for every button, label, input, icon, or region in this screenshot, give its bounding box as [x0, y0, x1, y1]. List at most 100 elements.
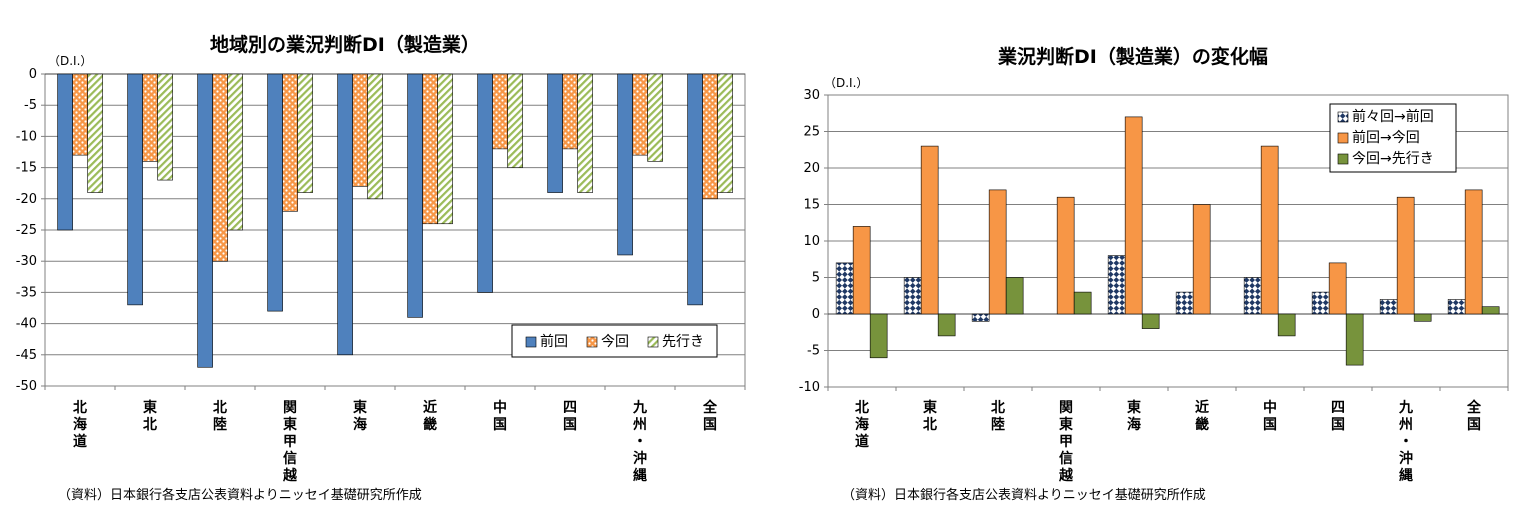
source-note: （資料）日本銀行各支店公表資料よりニッセイ基礎研究所作成 [58, 488, 422, 503]
y-tick-label: 15 [803, 198, 820, 213]
x-tick-label-char: 四 [563, 400, 577, 416]
legend [511, 324, 718, 358]
x-tick-label-char: 海 [1127, 416, 1141, 433]
bar-先行き-全国 [717, 73, 733, 193]
bar-今回-北海道 [72, 73, 88, 156]
x-tick-label-char: 東 [923, 399, 937, 416]
bar-前々回→前回-四国 [1311, 291, 1330, 315]
bar-今回→先行き-中国 [1277, 313, 1296, 337]
x-tick-label-char: 東 [143, 399, 157, 416]
bar-先行き-関東甲信越 [297, 73, 313, 193]
x-tick-label-char: 陸 [213, 416, 227, 433]
bar-前回→今回-関東甲信越 [1056, 196, 1075, 315]
y-tick-label: 25 [803, 125, 820, 140]
x-tick-label-char: 甲 [1059, 434, 1073, 450]
bar-今回-東北 [142, 73, 158, 162]
x-tick-label-char: 関 [283, 400, 297, 416]
bar-前回→今回-近畿 [1192, 204, 1211, 315]
x-tick-label-char: 海 [855, 416, 869, 433]
x-tick-label-char: 東 [1059, 416, 1073, 433]
x-tick-label-char: 国 [703, 417, 717, 433]
bar-今回-九州・沖縄 [632, 73, 648, 156]
bar-先行き-四国 [577, 73, 593, 193]
y-tick-label: -5 [807, 344, 820, 359]
bar-今回→先行き-九州・沖縄 [1413, 313, 1432, 322]
x-tick-label-char: 九 [632, 400, 647, 416]
bar-今回→先行き-関東甲信越 [1073, 291, 1092, 315]
legend-label: 前々回→前回 [1352, 108, 1434, 125]
x-tick-label-char: 中 [1263, 399, 1277, 416]
bar-先行き-北海道 [87, 73, 103, 193]
x-tick-label-char: 海 [73, 416, 87, 433]
x-tick-label-char: 国 [1331, 417, 1345, 433]
bar-前回→今回-中国 [1260, 145, 1279, 315]
bar-先行き-九州・沖縄 [647, 73, 663, 162]
bar-今回-北陸 [212, 73, 228, 262]
x-tick-label-char: 九 [1398, 400, 1413, 416]
bar-前回-東海 [337, 73, 353, 356]
x-tick-label-char: 道 [855, 433, 869, 450]
bar-前回→今回-北海道 [852, 226, 871, 315]
y-tick-label: 5 [812, 271, 820, 286]
x-tick-label-char: 畿 [1195, 416, 1209, 433]
bar-先行き-北陸 [227, 73, 243, 231]
bar-今回→先行き-四国 [1345, 313, 1364, 366]
legend-label: 先行き [662, 334, 704, 350]
legend-label: 前回 [540, 333, 568, 350]
y-tick-label: -40 [16, 317, 37, 332]
bar-前々回→前回-北海道 [835, 262, 854, 315]
bar-今回-近畿 [422, 73, 438, 225]
y-tick-label: 30 [803, 88, 820, 103]
y-tick-label: -5 [24, 98, 37, 113]
bar-前回-関東甲信越 [267, 73, 283, 312]
bar-前回-全国 [687, 73, 703, 306]
bar-前回→今回-北陸 [988, 189, 1007, 315]
bar-今回→先行き-北陸 [1005, 277, 1024, 315]
y-tick-label: 0 [812, 307, 820, 322]
bar-前回→今回-東海 [1124, 116, 1143, 315]
x-tick-label-char: ・ [633, 434, 647, 450]
x-tick-label-char: ・ [1399, 434, 1413, 450]
bar-前回-中国 [477, 73, 493, 293]
x-tick-label-char: 信 [283, 450, 297, 467]
y-tick-label: -20 [16, 192, 37, 207]
x-tick-label-char: 沖 [1399, 450, 1413, 467]
x-tick-label-char: 近 [1195, 399, 1209, 416]
x-tick-label-char: 越 [282, 467, 298, 484]
bar-前々回→前回-九州・沖縄 [1379, 299, 1398, 315]
x-tick-label-char: 国 [1467, 417, 1481, 433]
legend-label: 今回→先行き [1352, 151, 1434, 167]
bar-今回→先行き-全国 [1481, 306, 1500, 315]
x-tick-label-char: 道 [73, 433, 87, 450]
x-tick-label-char: 北 [73, 400, 87, 416]
x-tick-label-char: 北 [991, 400, 1005, 416]
y-tick-label: -30 [16, 254, 37, 269]
bar-前回-北海道 [57, 73, 73, 231]
y-tick-label: -25 [16, 223, 37, 238]
source-note: （資料）日本銀行各支店公表資料よりニッセイ基礎研究所作成 [842, 488, 1206, 503]
bar-今回→先行き-東海 [1141, 313, 1160, 329]
bar-前々回→前回-近畿 [1175, 291, 1194, 315]
chart-left-svg: 0-5-10-15-20-25-30-35-40-45-50北海道東北北陸関東甲… [16, 67, 746, 484]
x-tick-label-char: 東 [283, 416, 297, 433]
bar-前回→今回-四国 [1328, 262, 1347, 315]
x-tick-label-char: 甲 [283, 434, 297, 450]
x-tick-label-char: 州 [1398, 417, 1413, 433]
bar-今回-東海 [352, 73, 368, 187]
x-tick-label-char: 中 [493, 399, 507, 416]
bar-今回→先行き-東北 [937, 313, 956, 337]
x-tick-label-char: 縄 [1399, 467, 1413, 484]
y-tick-label: -45 [16, 348, 37, 363]
bar-前回-近畿 [407, 73, 423, 318]
bar-前回-四国 [547, 73, 563, 193]
bar-前回→今回-東北 [920, 145, 939, 315]
chart-panel-left: 地域別の業況判断DI（製造業） （D.I.） 0 -5 -10 -15 -20 -25 -3… [16, 34, 746, 503]
bar-先行き-近畿 [437, 73, 453, 225]
x-tick-label-char: 北 [143, 417, 157, 433]
legend [1329, 103, 1457, 173]
x-tick-label-char: 北 [213, 400, 227, 416]
y-axis-unit: （D.I.） [824, 76, 869, 90]
x-tick-label-char: 海 [353, 416, 367, 433]
chart-panel-right: 業況判断DI（製造業）の変化幅 （D.I.） 30 25 20 15 10 5 0 -5 -10… [760, 0, 1519, 528]
x-tick-label-char: 国 [493, 417, 507, 433]
